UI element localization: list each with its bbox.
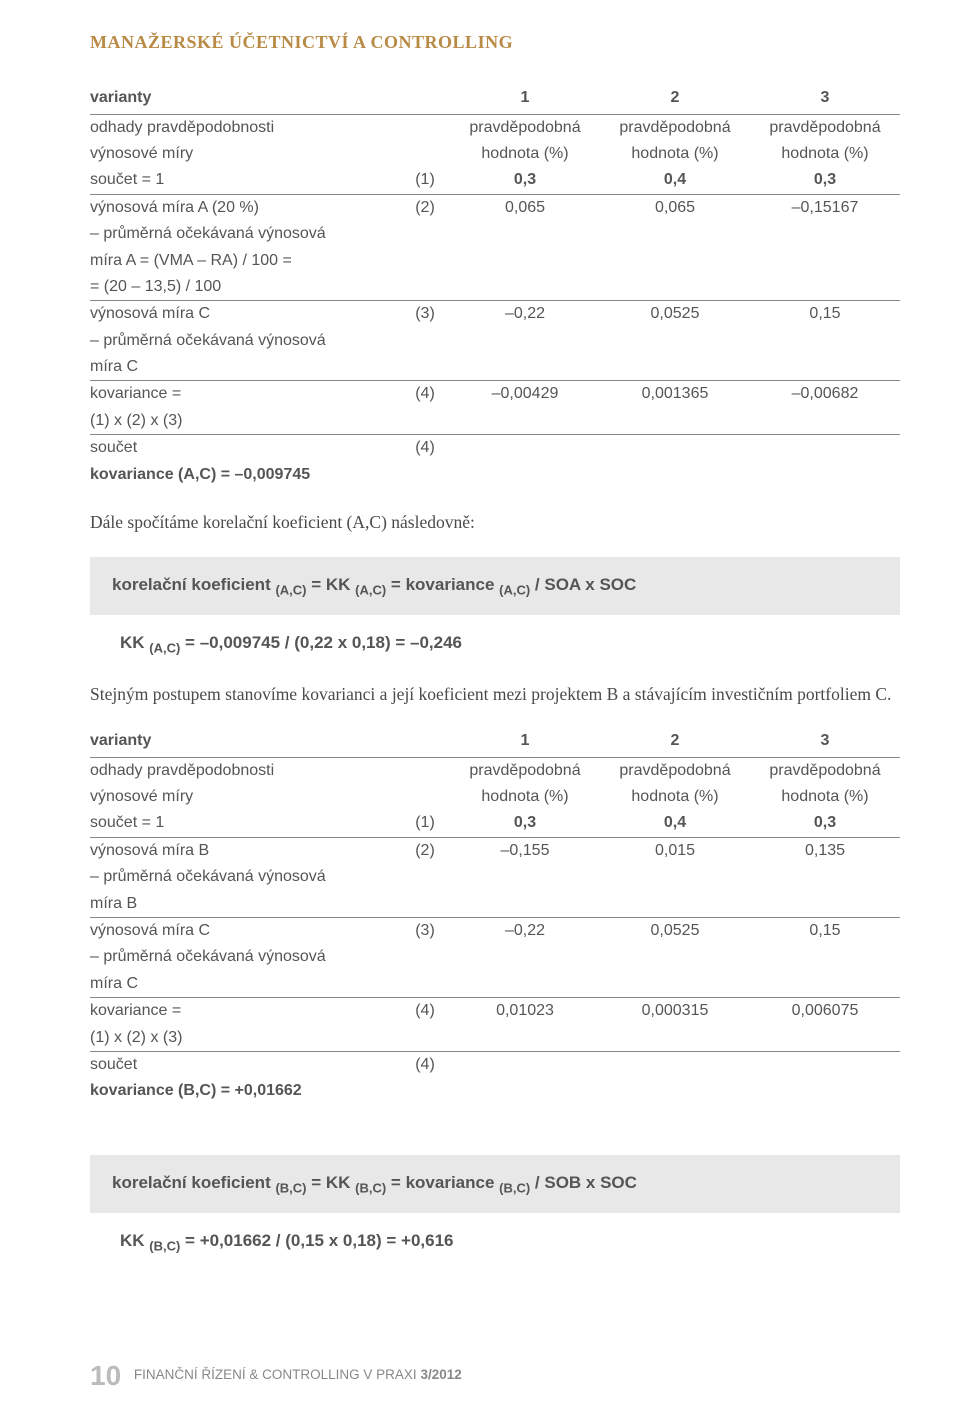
- footer-issue: 3/2012: [420, 1367, 461, 1382]
- th-2: 2: [600, 85, 750, 114]
- th-1: 1: [450, 85, 600, 114]
- formula-b: korelační koeficient (B,C) = KK (B,C) = …: [90, 1155, 900, 1214]
- th-3: 3: [750, 85, 900, 114]
- footer-text: FINANČNÍ ŘÍZENÍ & CONTROLLING V PRAXI: [134, 1367, 417, 1382]
- footer: 10 FINANČNÍ ŘÍZENÍ & CONTROLLING V PRAXI…: [90, 1356, 462, 1395]
- th-varianty: varianty: [90, 85, 400, 114]
- paragraph-a: Dále spočítáme korelační koeficient (A,C…: [90, 510, 900, 535]
- kk-a: KK (A,C) = –0,009745 / (0,22 x 0,18) = –…: [90, 631, 900, 658]
- formula-a: korelační koeficient (A,C) = KK (A,C) = …: [90, 557, 900, 616]
- paragraph-b: Stejným postupem stanovíme kovarianci a …: [90, 682, 900, 707]
- table-variants-b: varianty 1 2 3 odhady pravděpodobnosti p…: [90, 728, 900, 1104]
- table-variants-a: varianty 1 2 3 odhady pravděpodobnosti p…: [90, 85, 900, 488]
- kk-b: KK (B,C) = +0,01662 / (0,15 x 0,18) = +0…: [90, 1229, 900, 1256]
- page-number: 10: [90, 1356, 121, 1395]
- section-title: MANAŽERSKÉ ÚČETNICTVÍ A CONTROLLING: [90, 30, 900, 55]
